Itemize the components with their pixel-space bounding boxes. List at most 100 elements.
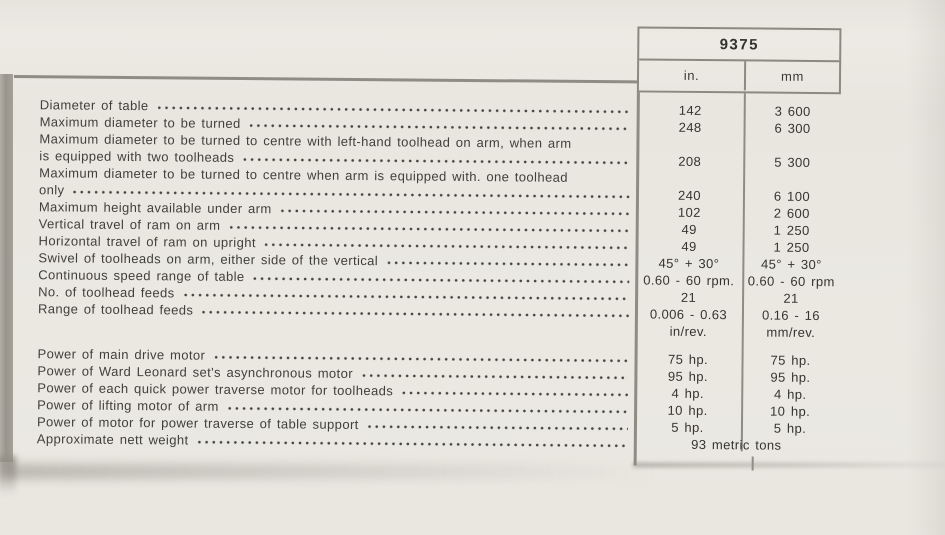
dotted-leader	[365, 422, 628, 433]
value-inches-line1: 4 hp.	[671, 385, 705, 402]
value-inches-line1: 102	[677, 204, 701, 220]
value-inches-line2: in/rev.	[669, 323, 707, 340]
value-inches-line1: 248	[678, 119, 702, 136]
value-inches-line1: 75 hp.	[667, 351, 709, 368]
value-inches: 10 hp.	[634, 401, 741, 419]
value-inches: 142	[637, 101, 744, 119]
value-inches: 49	[636, 220, 743, 238]
table-bottom-edge	[633, 463, 945, 467]
dotted-leader	[247, 121, 631, 133]
value-inches: 240	[636, 186, 743, 204]
dotted-leader	[385, 258, 630, 269]
value-inches: 21	[635, 288, 742, 306]
dotted-leader	[181, 290, 630, 303]
value-mm: 0.60 - 60 rpm	[742, 272, 840, 290]
value-mm-line1: 10 hp.	[770, 403, 811, 419]
spec-label-text: only	[38, 182, 65, 198]
spec-label-text: Vertical travel of ram on arm	[38, 216, 221, 233]
page-edge-shadow	[0, 456, 16, 496]
value-mm: 3 600	[744, 102, 842, 120]
unit-header-row: in. mm	[638, 60, 839, 91]
spec-label-text: Power of main drive motor	[37, 346, 206, 363]
value-mm: 5 300	[743, 153, 841, 171]
value-mm-line1: 1 250	[773, 222, 810, 238]
spec-label-text: No. of toolhead feeds	[38, 284, 175, 301]
value-mm: 1 250	[743, 221, 841, 239]
value-inches: 0.60 - 60 rpm.	[635, 271, 742, 289]
spec-label-text: Maximum diameter to be turned	[39, 114, 241, 131]
horizontal-rule	[13, 75, 639, 84]
value-mm-line2: mm/rev.	[766, 324, 816, 341]
value-inches: 0.006 - 0.63 in/rev.	[635, 305, 742, 340]
spec-label-text: Horizontal travel of ram on upright	[38, 233, 256, 251]
value-inches: 248	[637, 118, 744, 136]
dotted-leader	[225, 403, 629, 416]
page-edge-bar	[0, 74, 13, 462]
value-mm-line1: 2 600	[773, 205, 810, 221]
value-spanning: 93 metric tons	[691, 436, 782, 453]
dotted-leader	[200, 307, 629, 320]
value-inches: 208	[636, 152, 743, 170]
dotted-leader	[212, 352, 629, 365]
value-mm: 6 300	[744, 119, 842, 137]
value-inches: 45° + 30°	[635, 254, 742, 272]
dotted-leader	[155, 103, 631, 116]
value-inches-line1: 0.60 - 60 rpm.	[643, 272, 735, 289]
value-mm-line1: 45° + 30°	[760, 256, 822, 273]
dotted-leader	[278, 206, 630, 218]
spec-row: Range of toolhead feeds 0.006 - 0.63 in/…	[38, 300, 840, 341]
spec-label-text: Range of toolhead feeds	[37, 301, 194, 318]
bottom-page-shadow	[0, 464, 690, 479]
spec-label: Maximum diameter to be turned to centre …	[39, 164, 636, 203]
value-mm-line1: 0.60 - 60 rpm	[747, 273, 835, 290]
value-inches-line1: 5 hp.	[671, 419, 704, 436]
dotted-leader	[241, 154, 631, 167]
spec-label-text: Power of lifting motor of arm	[37, 397, 219, 414]
value-inches-line1: 208	[678, 153, 702, 170]
value-inches-line1: 10 hp.	[667, 402, 708, 419]
value-inches: 95 hp.	[634, 367, 741, 385]
value-mm-line1: 95 hp.	[770, 369, 811, 385]
spec-label-text: Approximate nett weight	[36, 431, 189, 448]
model-number: 9375	[639, 28, 840, 63]
value-mm-line1: 1 250	[773, 239, 810, 255]
value-mm: 21	[742, 289, 840, 307]
value-mm-line1: 6 100	[773, 188, 811, 204]
value-inches-line1: 45° + 30°	[658, 255, 720, 272]
value-mm: 0.16 - 16 mm/rev.	[742, 306, 840, 341]
value-mm-line1: 3 600	[774, 103, 811, 119]
value-mm-line1: 5 300	[774, 154, 811, 170]
value-inches: 5 hp.	[634, 418, 741, 436]
dotted-leader	[227, 222, 630, 235]
value-inches: 75 hp.	[634, 350, 741, 368]
value-inches-line1: 0.006 - 0.63	[649, 306, 728, 323]
value-inches: 102	[636, 203, 743, 221]
model-header-box: 9375 in. mm	[636, 26, 842, 95]
value-inches-line1: 21	[680, 289, 697, 305]
spec-table: Diameter of table 142 3 600 Maximum diam…	[37, 96, 842, 454]
table-divider-stub	[751, 456, 754, 471]
value-mm-line1: 4 hp.	[773, 386, 807, 402]
column-header-mm: mm	[781, 68, 805, 84]
value-mm-line1: 21	[783, 290, 799, 306]
value-mm: 2 600	[743, 204, 841, 222]
spec-label: Maximum diameter to be turned to centre …	[39, 130, 636, 169]
dotted-leader	[195, 437, 628, 450]
value-inches-line1: 142	[678, 102, 702, 119]
value-mm-line1: 75 hp.	[770, 352, 811, 368]
column-header-in: in.	[638, 60, 747, 91]
value-inches-line1: 49	[681, 238, 697, 254]
value-mm: 10 hp.	[741, 402, 839, 420]
value-mm: 4 hp.	[741, 385, 839, 403]
value-inches: 4 hp.	[634, 384, 741, 402]
value-inches-line1: 95 hp.	[667, 368, 708, 385]
value-mm: 1 250	[742, 238, 840, 256]
value-mm: 75 hp.	[741, 351, 839, 369]
dotted-leader	[359, 371, 629, 382]
value-mm-line1: 5 hp.	[773, 420, 807, 436]
value-inches-line1: 49	[681, 221, 697, 237]
value-mm: 6 100	[743, 187, 841, 205]
value-mm-line1: 0.16 - 16	[761, 307, 820, 324]
